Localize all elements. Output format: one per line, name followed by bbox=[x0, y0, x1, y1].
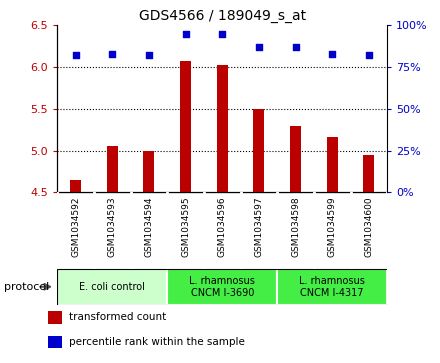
Point bbox=[109, 51, 116, 57]
Point bbox=[182, 31, 189, 37]
Title: GDS4566 / 189049_s_at: GDS4566 / 189049_s_at bbox=[139, 9, 306, 23]
Point bbox=[365, 53, 372, 58]
Text: GSM1034595: GSM1034595 bbox=[181, 196, 190, 257]
Text: GSM1034596: GSM1034596 bbox=[218, 196, 227, 257]
Point bbox=[219, 31, 226, 37]
Text: GSM1034600: GSM1034600 bbox=[364, 196, 374, 257]
Bar bbox=[107, 147, 118, 192]
Text: E. coli control: E. coli control bbox=[79, 282, 145, 292]
Bar bbox=[143, 151, 154, 192]
Text: L. rhamnosus
CNCM I-4317: L. rhamnosus CNCM I-4317 bbox=[299, 276, 365, 298]
Text: percentile rank within the sample: percentile rank within the sample bbox=[69, 337, 245, 347]
Bar bbox=[253, 109, 264, 192]
Point bbox=[255, 44, 262, 50]
Bar bbox=[57, 269, 167, 305]
Point bbox=[145, 53, 152, 58]
Bar bbox=[277, 269, 387, 305]
Text: transformed count: transformed count bbox=[69, 312, 166, 322]
Point bbox=[72, 53, 79, 58]
Bar bbox=[327, 137, 338, 192]
Text: GSM1034599: GSM1034599 bbox=[328, 196, 337, 257]
Bar bbox=[180, 61, 191, 192]
Text: GSM1034598: GSM1034598 bbox=[291, 196, 300, 257]
Bar bbox=[290, 126, 301, 192]
Text: GSM1034593: GSM1034593 bbox=[108, 196, 117, 257]
Bar bbox=[167, 269, 277, 305]
Point bbox=[329, 51, 336, 57]
Text: GSM1034594: GSM1034594 bbox=[144, 196, 154, 257]
Text: protocol: protocol bbox=[4, 282, 50, 292]
Bar bbox=[70, 180, 81, 192]
Text: GSM1034592: GSM1034592 bbox=[71, 196, 80, 257]
Bar bbox=[363, 155, 374, 192]
Bar bbox=[217, 65, 228, 192]
Text: L. rhamnosus
CNCM I-3690: L. rhamnosus CNCM I-3690 bbox=[189, 276, 255, 298]
Point bbox=[292, 44, 299, 50]
Bar bbox=[48, 311, 62, 324]
Text: GSM1034597: GSM1034597 bbox=[254, 196, 264, 257]
Bar bbox=[48, 336, 62, 348]
